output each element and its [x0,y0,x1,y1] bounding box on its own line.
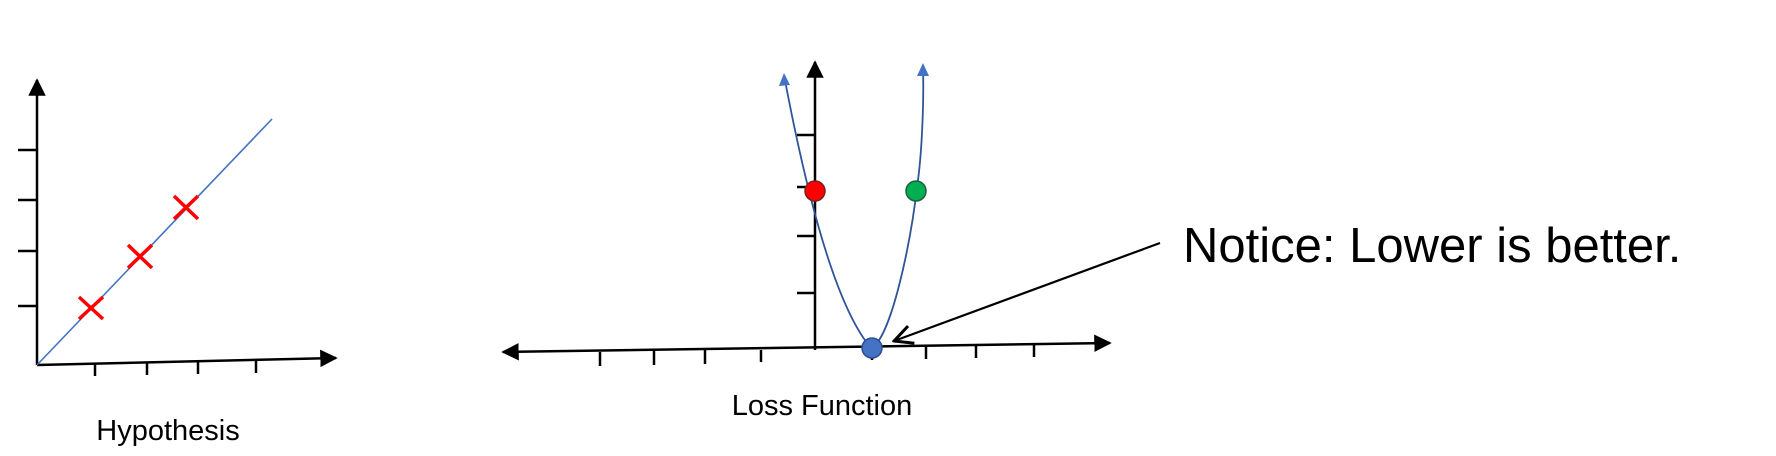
data-markers [77,194,200,321]
x-marker [126,243,154,270]
hypothesis-y-ticks [18,148,37,308]
hypothesis-caption: Hypothesis [96,415,239,447]
annotation-arrow [894,241,1161,341]
hypothesis-x-ticks [93,361,258,376]
hypothesis-plot: Hypothesis [18,78,338,447]
x-marker [172,194,200,221]
annotation: Notice: Lower is better. [894,219,1681,341]
hypothesis-x-axis [36,349,338,368]
annotation-text: Notice: Lower is better. [1183,219,1681,273]
minimum-point [861,337,883,359]
loss-caption: Loss Function [732,390,913,422]
loss-x-axis [501,334,1112,361]
red-point [804,180,826,202]
loss-plot: Loss Function [501,60,1112,422]
curve-arrowhead-right [917,63,929,76]
hypothesis-line [36,118,273,366]
loss-y-ticks [797,133,815,295]
loss-curve [783,67,925,350]
x-marker [77,295,105,321]
green-point [905,180,927,202]
curve-arrowhead-left [779,73,790,86]
